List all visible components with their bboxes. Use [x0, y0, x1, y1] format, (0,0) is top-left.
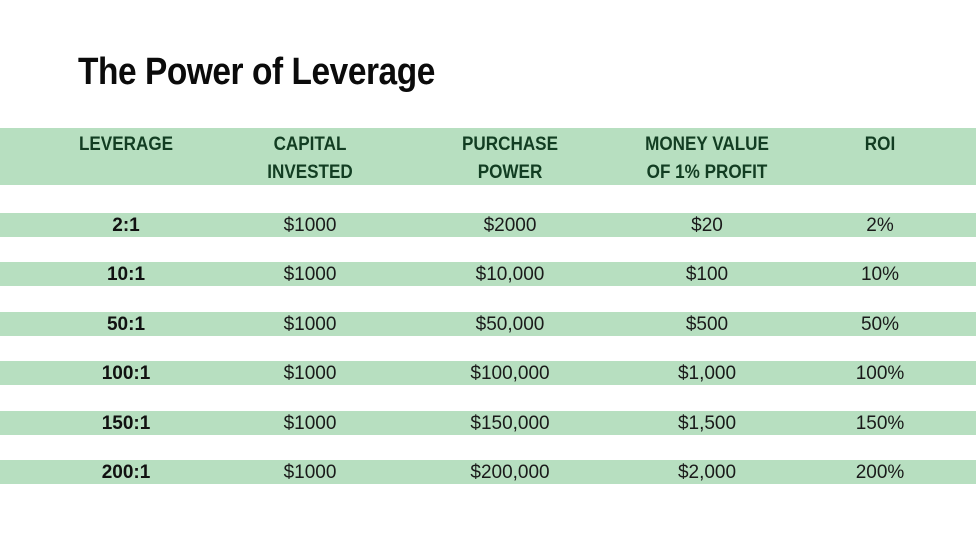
cell-leverage: 200:1: [101, 462, 151, 483]
header-line: MONEY VALUE: [645, 134, 769, 155]
cell-leverage: 10:1: [106, 264, 146, 285]
cell-leverage: 100:1: [101, 363, 151, 384]
table-row: [0, 213, 976, 237]
header-line: INVESTED: [267, 162, 353, 183]
table-row: [0, 361, 976, 385]
cell-leverage: 2:1: [112, 215, 140, 236]
cell-capital: $1000: [283, 363, 337, 384]
header-line: ROI: [864, 134, 896, 155]
table-row: [0, 262, 976, 286]
cell-leverage: 50:1: [106, 314, 146, 335]
header-line: LEVERAGE: [78, 134, 174, 155]
cell-roi: 2%: [866, 215, 894, 236]
table-row: [0, 411, 976, 435]
cell-roi: 150%: [855, 413, 905, 434]
cell-money-value: $20: [691, 215, 723, 236]
cell-money-value: $1,500: [677, 413, 737, 434]
header-line: OF 1% PROFIT: [646, 162, 768, 183]
cell-capital: $1000: [283, 264, 337, 285]
header-line: CAPITAL: [273, 134, 347, 155]
header-purchase-power: PURCHASE POWER: [420, 131, 600, 187]
header-leverage: LEVERAGE: [36, 131, 216, 159]
cell-roi: 10%: [860, 264, 900, 285]
cell-capital: $1000: [283, 462, 337, 483]
cell-purchase-power: $10,000: [475, 264, 545, 285]
header-line: PURCHASE: [462, 134, 558, 155]
table-row: [0, 460, 976, 484]
cell-money-value: $1,000: [677, 363, 737, 384]
table-row: [0, 312, 976, 336]
cell-roi: 100%: [855, 363, 905, 384]
cell-leverage: 150:1: [101, 413, 151, 434]
page-title: The Power of Leverage: [78, 51, 435, 93]
header-money-value: MONEY VALUE OF 1% PROFIT: [617, 131, 797, 187]
header-capital-invested: CAPITAL INVESTED: [220, 131, 400, 187]
cell-roi: 50%: [860, 314, 900, 335]
cell-purchase-power: $50,000: [475, 314, 545, 335]
header-line: POWER: [477, 162, 543, 183]
cell-purchase-power: $150,000: [470, 413, 550, 434]
cell-money-value: $500: [685, 314, 729, 335]
cell-capital: $1000: [283, 215, 337, 236]
header-roi: ROI: [790, 131, 970, 159]
cell-capital: $1000: [283, 314, 337, 335]
cell-roi: 200%: [855, 462, 905, 483]
cell-purchase-power: $200,000: [470, 462, 550, 483]
cell-purchase-power: $100,000: [470, 363, 550, 384]
cell-purchase-power: $2000: [483, 215, 537, 236]
cell-money-value: $2,000: [677, 462, 737, 483]
cell-capital: $1000: [283, 413, 337, 434]
table-header-band: [0, 128, 976, 185]
cell-money-value: $100: [685, 264, 729, 285]
